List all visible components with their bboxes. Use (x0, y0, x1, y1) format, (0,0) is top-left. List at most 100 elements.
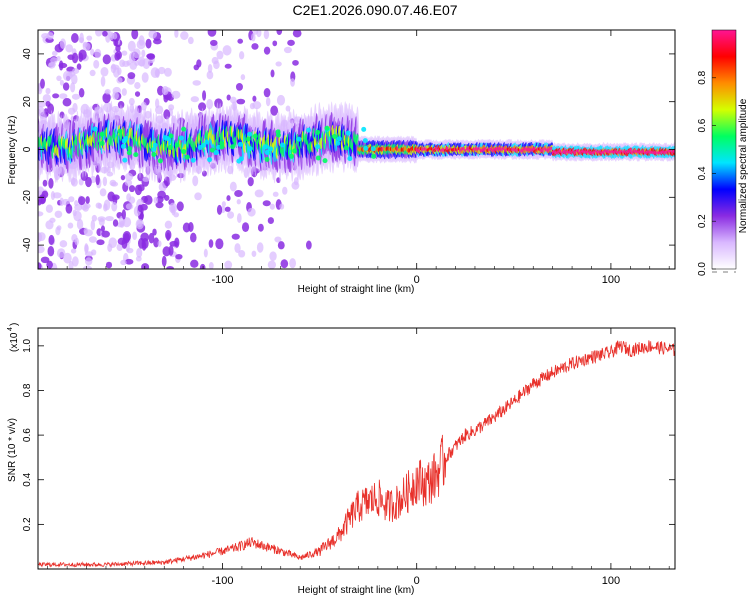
spectrogram-noise-cell (202, 170, 207, 177)
snr-ytick-label: 0.6 (22, 428, 33, 442)
spectrogram-noise-cell (38, 211, 44, 217)
spectrogram-peak-cell (152, 142, 158, 148)
spectrogram-noise-cell (257, 223, 264, 232)
spectrogram-noise-cell (164, 67, 172, 77)
spectrogram-noise-cell (174, 30, 179, 38)
spectrogram-noise-cell (56, 248, 66, 259)
spectrogram-noise-cell (180, 31, 189, 40)
spectrogram-noise-cell (238, 51, 245, 60)
spectrogram-noise-cell (42, 94, 51, 103)
spectrogram-ytick-label: 0 (22, 146, 33, 152)
spectrogram-noise-cell (190, 96, 199, 103)
spectrogram-noise-cell (58, 62, 68, 69)
spectrogram-noise-cell (62, 70, 72, 82)
spectrogram-noise-cell (70, 178, 78, 187)
spectrogram-noise-cell (71, 93, 81, 100)
spectrogram-noise-cell (71, 32, 79, 44)
spectrogram-noise-cell (272, 40, 278, 47)
spectrogram-noise-cell (262, 200, 271, 207)
spectrogram-noise-cell (226, 94, 231, 101)
spectrogram-noise-cell (190, 259, 199, 268)
spectrogram-noise-cell (289, 258, 297, 269)
colorbar-tick-label: 0.6 (697, 118, 708, 132)
spectrogram-noise-cell (88, 236, 97, 243)
spectrogram-noise-cell (275, 61, 282, 67)
spectrogram-peak-cell (264, 156, 270, 162)
spectrogram-noise-cell (74, 203, 83, 211)
spectrogram-ytick-label: -20 (22, 190, 33, 205)
spectrogram-noise-cell (116, 77, 123, 84)
spectrogram-noise-cell (128, 196, 136, 204)
spectrogram-noise-cell (112, 219, 119, 227)
snr-xtick-label: -100 (211, 575, 233, 587)
spectrogram-noise-cell (90, 249, 97, 256)
spectrogram-peak-cell (331, 134, 337, 140)
spectrogram-noise-cell (128, 97, 135, 106)
spectrogram-noise-cell (221, 201, 226, 207)
spectrogram-noise-cell (108, 237, 117, 249)
spectrogram-ytick-label: 40 (22, 48, 33, 60)
spectrogram-noise-cell (38, 245, 45, 254)
spectrogram-noise-cell (274, 236, 282, 243)
spectrogram-noise-cell (95, 30, 103, 37)
spectrogram-noise-cell (67, 222, 74, 229)
spectrogram-noise-cell (78, 37, 85, 43)
spectrogram-noise-cell (146, 53, 155, 59)
spectrogram-ticks: -100 0 100 -40 -20 0 20 40 (22, 30, 675, 286)
spectrogram-noise-cell (58, 93, 68, 99)
spectrogram-noise-cell (216, 204, 223, 215)
spectrogram-noise-cell (48, 61, 57, 67)
spectrogram-noise-cell (155, 201, 164, 209)
spectrogram-noise-cell (224, 260, 233, 269)
spectrogram-noise-cell (134, 91, 141, 97)
spectrogram-noise-cell (251, 43, 259, 50)
spectrogram-peak-cell (179, 135, 185, 141)
spectrogram-noise-cell (127, 72, 136, 80)
spectrogram-noise-cell (207, 63, 213, 73)
spectrogram-peak-cell (99, 131, 105, 137)
snr-ylabel: SNR (10 * v/v) (7, 418, 18, 482)
spectrogram-noise-cell (70, 248, 77, 254)
snr-ytick-label: 0.2 (22, 517, 33, 531)
spectrogram-noise-cell (269, 251, 277, 262)
spectrogram-heatmap (38, 30, 675, 269)
spectrogram-peak-cell (127, 146, 133, 152)
spectrogram-noise-cell (279, 203, 285, 210)
spectrogram-noise-cell (51, 50, 58, 57)
spectrogram-noise-cell (48, 234, 55, 245)
spectrogram-noise-cell (272, 191, 279, 197)
spectrogram-noise-cell (136, 247, 143, 258)
spectrogram-noise-cell (102, 176, 108, 187)
spectrogram-noise-cell (203, 248, 208, 258)
spectrogram-noise-cell (138, 35, 145, 46)
spectrogram-peak-cell (117, 128, 123, 134)
spectrogram-noise-cell (73, 210, 82, 222)
spectrogram-noise-cell (96, 239, 105, 246)
spectrogram-noise-cell (38, 194, 46, 205)
spectrogram-noise-cell (46, 32, 54, 40)
spectrogram-noise-cell (111, 201, 118, 212)
spectrogram-peak-cell (209, 147, 215, 153)
spectrogram-noise-cell (250, 33, 256, 42)
spectrogram-noise-cell (90, 219, 96, 231)
spectrogram-noise-cell (107, 191, 115, 202)
spectrogram-noise-cell (224, 206, 231, 212)
spectrogram-noise-cell (253, 30, 259, 35)
snr-ytick-label: 0.8 (22, 383, 33, 397)
spectrogram-noise-cell (164, 220, 173, 229)
spectrogram-noise-cell (256, 242, 264, 253)
spectrogram-noise-cell (132, 231, 138, 240)
spectrogram-noise-cell (292, 59, 299, 66)
snr-series-line (38, 340, 675, 568)
spectrogram-noise-cell (207, 30, 217, 37)
spectrogram-noise-cell (176, 201, 184, 212)
colorbar-label: Normalized spectral amplitude (738, 98, 749, 233)
spectrogram-noise-cell (247, 207, 256, 217)
spectrogram-noise-cell (112, 91, 120, 100)
spectrogram-peak-cell (268, 146, 274, 152)
spectrogram-noise-cell (241, 222, 250, 233)
spectrogram-noise-cell (38, 101, 46, 108)
spectrogram-noise-cell (136, 219, 143, 228)
chart-title: C2E1.2026.090.07.46.E07 (292, 2, 458, 18)
